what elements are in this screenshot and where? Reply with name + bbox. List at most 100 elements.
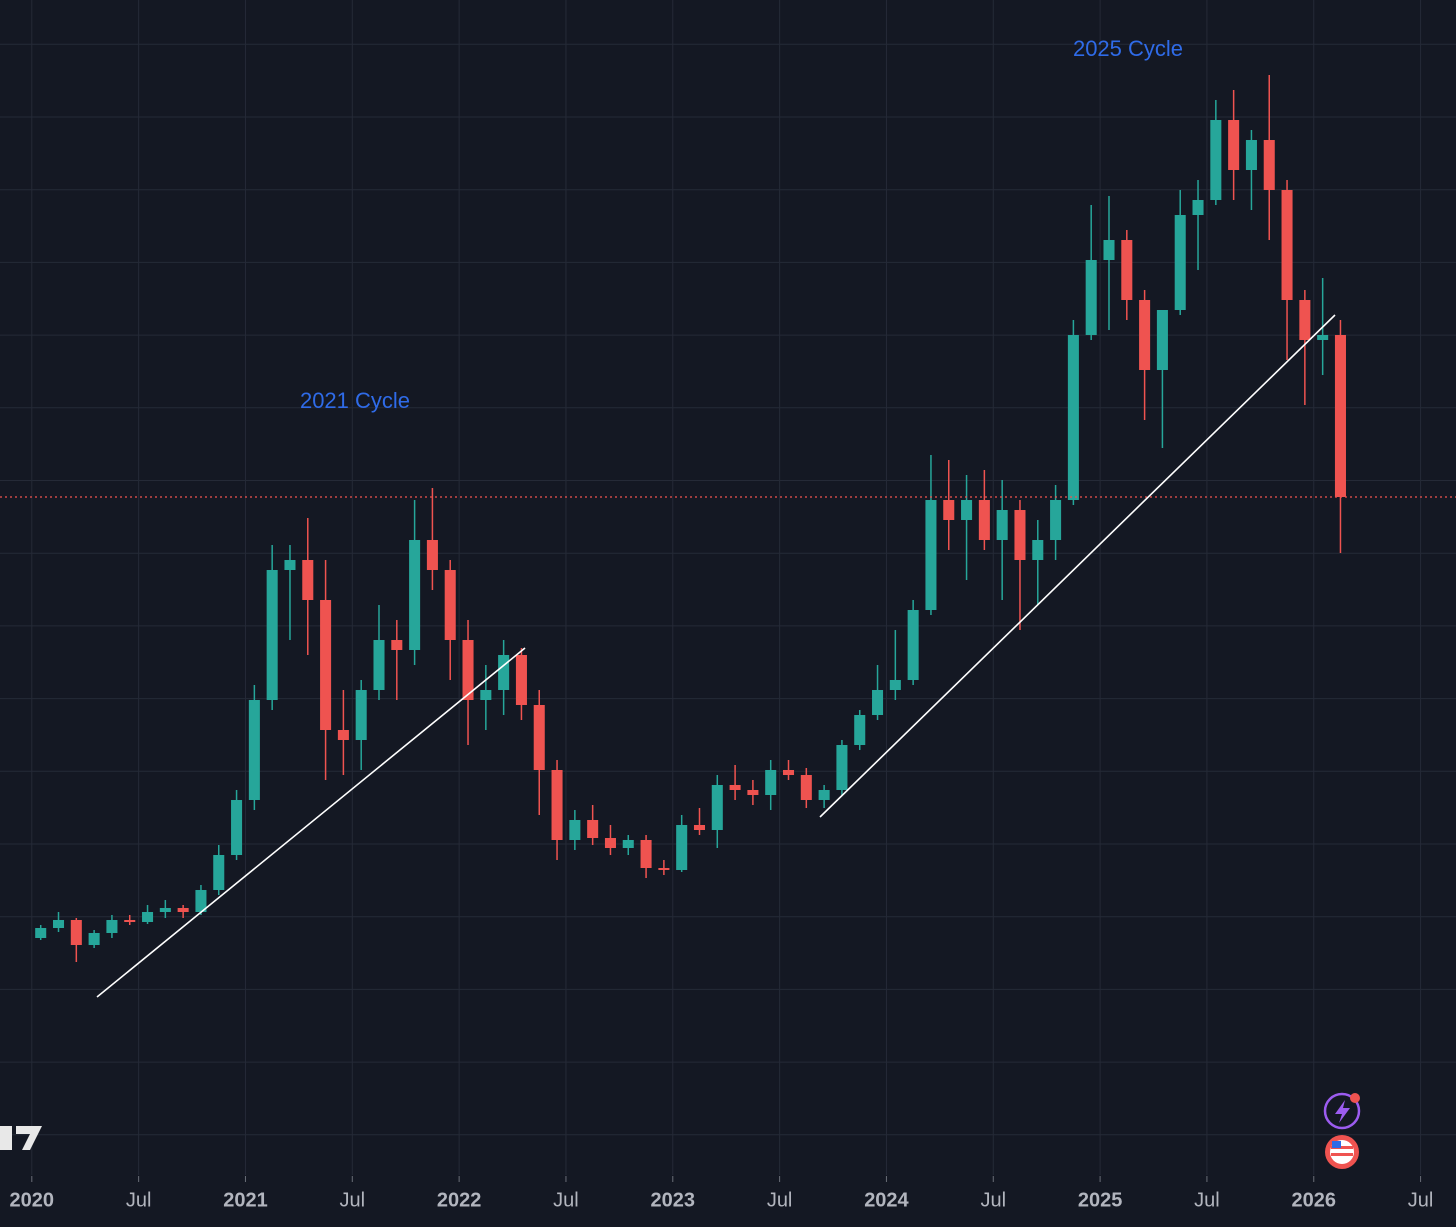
candle-body bbox=[409, 540, 421, 650]
candles bbox=[0, 75, 1456, 962]
candle-body bbox=[676, 825, 688, 870]
x-tick-label: Jul bbox=[1194, 1189, 1220, 1211]
candle-body bbox=[533, 705, 545, 770]
candle-body bbox=[426, 540, 438, 570]
candle-body bbox=[782, 770, 795, 775]
x-tick-label: 2021 bbox=[223, 1189, 268, 1211]
candle-body bbox=[266, 570, 278, 700]
x-tick-label: Jul bbox=[767, 1189, 793, 1211]
candle-body bbox=[943, 500, 955, 520]
candle-body bbox=[1263, 140, 1275, 190]
candle-body bbox=[1032, 540, 1044, 560]
candle-body bbox=[604, 838, 616, 848]
x-tick-label: 2026 bbox=[1292, 1189, 1337, 1211]
candle-body bbox=[231, 800, 243, 855]
candle-body bbox=[1067, 335, 1079, 500]
candle-body bbox=[1192, 200, 1204, 215]
candle-body bbox=[498, 655, 510, 690]
candle-body bbox=[391, 640, 403, 650]
annotation: 2025 Cycle bbox=[1073, 36, 1183, 61]
candle-body bbox=[622, 840, 634, 848]
candle-body bbox=[337, 730, 349, 740]
candle-body bbox=[711, 785, 723, 830]
candle-body bbox=[658, 868, 670, 870]
candle-body bbox=[693, 825, 706, 830]
x-tick-label: 2025 bbox=[1078, 1189, 1123, 1211]
candle-body bbox=[195, 890, 207, 912]
candle-body bbox=[1210, 120, 1222, 200]
x-tick-label: Jul bbox=[126, 1189, 152, 1211]
candle-body bbox=[35, 928, 47, 938]
x-tick-label: Jul bbox=[553, 1189, 579, 1211]
candle-body bbox=[996, 510, 1008, 540]
x-axis: 2020 Jul 2021 Jul 2022 Jul 2023 Jul 2024 Jul 2025 J… bbox=[10, 1176, 1434, 1211]
candle-body bbox=[907, 610, 919, 680]
candle-body bbox=[747, 790, 759, 795]
candle-body bbox=[587, 820, 599, 838]
candle-body bbox=[569, 820, 581, 840]
annotation: 2021 Cycle bbox=[300, 388, 410, 413]
region-icon[interactable] bbox=[1325, 1135, 1359, 1169]
candle-body bbox=[177, 908, 189, 912]
candle-body bbox=[284, 560, 296, 570]
candle-body bbox=[213, 855, 225, 890]
x-tick-label: 2022 bbox=[437, 1189, 482, 1211]
candle-body bbox=[320, 600, 332, 730]
x-tick-label: Jul bbox=[980, 1189, 1006, 1211]
candle-body bbox=[836, 745, 848, 790]
candle-body bbox=[248, 700, 260, 800]
candle-body bbox=[551, 770, 563, 840]
candle-body bbox=[872, 690, 884, 715]
candle-body bbox=[1085, 260, 1097, 335]
trend-line bbox=[819, 314, 1336, 818]
candle-body bbox=[124, 920, 136, 922]
candle-body bbox=[800, 775, 812, 800]
x-tick-label: Jul bbox=[1408, 1189, 1434, 1211]
candle-body bbox=[462, 640, 474, 700]
candle-body bbox=[355, 690, 367, 740]
candle-body bbox=[1014, 510, 1026, 560]
assistant-icon[interactable] bbox=[1323, 1092, 1361, 1130]
candle-body bbox=[1050, 500, 1062, 540]
x-tick-label: 2020 bbox=[10, 1189, 55, 1211]
candle-body bbox=[765, 770, 777, 795]
candle-body bbox=[480, 690, 492, 700]
candle-body bbox=[889, 680, 901, 690]
trend-line bbox=[96, 647, 526, 998]
candle-body bbox=[1103, 240, 1115, 260]
candle-body bbox=[925, 500, 937, 610]
candle-body bbox=[106, 920, 118, 933]
candle-body bbox=[52, 920, 65, 928]
candle-body bbox=[1245, 140, 1257, 170]
candle-body bbox=[1174, 215, 1186, 310]
candle-body bbox=[373, 640, 385, 690]
candle-body bbox=[1121, 240, 1133, 300]
candle-body bbox=[1156, 310, 1168, 370]
candle-body bbox=[88, 933, 100, 945]
candle-body bbox=[1334, 335, 1346, 497]
candle-body bbox=[1281, 190, 1293, 300]
candle-body bbox=[854, 715, 866, 745]
candle-body bbox=[961, 500, 973, 520]
candle-body bbox=[159, 908, 171, 912]
candle-body bbox=[1299, 300, 1311, 340]
candle-body bbox=[818, 790, 830, 800]
candle-body bbox=[1228, 120, 1240, 170]
x-tick-label: 2024 bbox=[864, 1189, 909, 1211]
candle-body bbox=[142, 912, 154, 922]
x-tick-label: 2023 bbox=[651, 1189, 696, 1211]
candle-body bbox=[640, 840, 652, 868]
x-tick-label: Jul bbox=[340, 1189, 366, 1211]
grid bbox=[0, 0, 1456, 1175]
candle-body bbox=[1317, 335, 1329, 340]
candle-body bbox=[515, 655, 527, 705]
candle-body bbox=[70, 920, 82, 945]
candle-body bbox=[729, 785, 741, 790]
candle-body bbox=[302, 560, 314, 600]
logo bbox=[0, 1126, 42, 1150]
candle-body bbox=[978, 500, 990, 540]
candle-body bbox=[444, 570, 456, 640]
